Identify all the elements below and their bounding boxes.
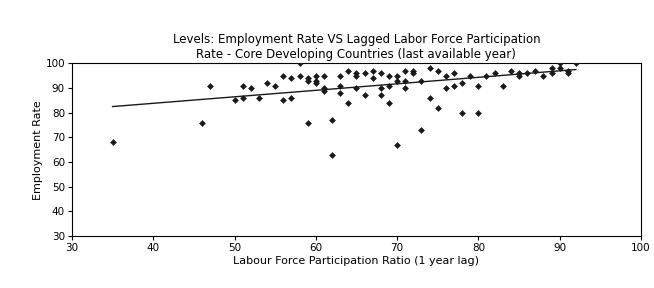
Point: [432, 69, 443, 73]
Point: [327, 152, 337, 157]
Point: [481, 73, 492, 78]
Point: [489, 71, 500, 75]
Point: [311, 81, 321, 86]
Point: [318, 86, 329, 90]
Point: [375, 71, 386, 75]
Point: [384, 83, 394, 88]
Point: [408, 71, 419, 75]
Point: [449, 71, 459, 75]
Title: Levels: Employment Rate VS Lagged Labor Force Participation
Rate - Core Developi: Levels: Employment Rate VS Lagged Labor …: [173, 33, 540, 61]
Point: [359, 93, 370, 98]
Point: [514, 71, 525, 75]
Point: [237, 83, 248, 88]
Point: [465, 73, 475, 78]
Point: [278, 98, 288, 103]
Point: [351, 73, 362, 78]
Point: [335, 83, 345, 88]
Point: [441, 73, 451, 78]
Point: [262, 81, 272, 86]
Point: [318, 88, 329, 93]
Point: [270, 83, 281, 88]
Point: [205, 83, 215, 88]
Point: [416, 78, 426, 83]
Point: [351, 71, 362, 75]
Point: [375, 93, 386, 98]
X-axis label: Labour Force Participation Ratio (1 year lag): Labour Force Participation Ratio (1 year…: [233, 256, 479, 266]
Point: [384, 73, 394, 78]
Point: [368, 69, 378, 73]
Point: [571, 61, 581, 66]
Point: [359, 71, 370, 75]
Point: [424, 96, 435, 100]
Point: [351, 86, 362, 90]
Point: [384, 101, 394, 105]
Point: [278, 73, 288, 78]
Point: [302, 120, 313, 125]
Point: [230, 98, 240, 103]
Point: [400, 69, 411, 73]
Point: [473, 110, 483, 115]
Point: [400, 86, 411, 90]
Point: [368, 76, 378, 80]
Point: [311, 78, 321, 83]
Point: [538, 73, 549, 78]
Point: [294, 61, 305, 66]
Point: [473, 83, 483, 88]
Point: [286, 96, 297, 100]
Point: [562, 71, 573, 75]
Point: [441, 86, 451, 90]
Point: [343, 69, 354, 73]
Point: [408, 69, 419, 73]
Point: [400, 78, 411, 83]
Point: [343, 101, 354, 105]
Point: [562, 69, 573, 73]
Point: [335, 91, 345, 95]
Point: [375, 86, 386, 90]
Point: [286, 76, 297, 80]
Point: [254, 96, 264, 100]
Point: [449, 83, 459, 88]
Point: [457, 81, 468, 86]
Point: [318, 73, 329, 78]
Point: [302, 76, 313, 80]
Point: [530, 69, 540, 73]
Point: [514, 73, 525, 78]
Point: [107, 140, 118, 145]
Point: [522, 71, 532, 75]
Point: [498, 83, 508, 88]
Point: [506, 69, 516, 73]
Point: [424, 66, 435, 71]
Point: [392, 78, 402, 83]
Point: [302, 78, 313, 83]
Point: [546, 66, 557, 71]
Point: [327, 118, 337, 122]
Point: [237, 96, 248, 100]
Point: [392, 73, 402, 78]
Point: [432, 105, 443, 110]
Point: [294, 73, 305, 78]
Point: [457, 110, 468, 115]
Point: [335, 73, 345, 78]
Point: [546, 71, 557, 75]
Point: [245, 86, 256, 90]
Point: [197, 120, 207, 125]
Point: [311, 73, 321, 78]
Y-axis label: Employment Rate: Employment Rate: [33, 100, 43, 200]
Point: [392, 143, 402, 147]
Point: [555, 66, 565, 71]
Point: [416, 128, 426, 132]
Point: [555, 61, 565, 66]
